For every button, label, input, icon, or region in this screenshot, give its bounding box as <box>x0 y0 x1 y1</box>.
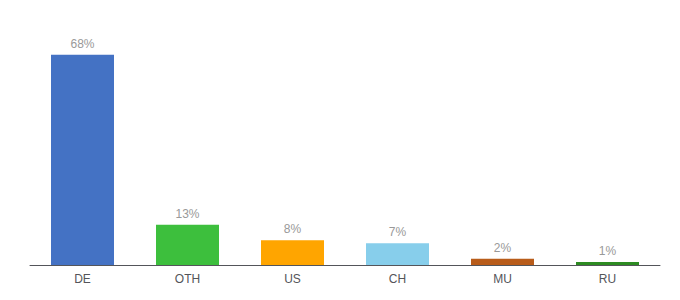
svg-text:1%: 1% <box>599 244 617 258</box>
svg-text:68%: 68% <box>70 37 94 51</box>
svg-text:DE: DE <box>74 272 91 286</box>
svg-text:13%: 13% <box>175 207 199 221</box>
svg-text:RU: RU <box>599 272 616 286</box>
svg-text:CH: CH <box>389 272 406 286</box>
svg-text:7%: 7% <box>389 225 407 239</box>
svg-text:US: US <box>284 272 301 286</box>
svg-text:OTH: OTH <box>175 272 200 286</box>
svg-text:2%: 2% <box>494 241 512 255</box>
svg-text:8%: 8% <box>284 222 302 236</box>
svg-text:MU: MU <box>493 272 512 286</box>
